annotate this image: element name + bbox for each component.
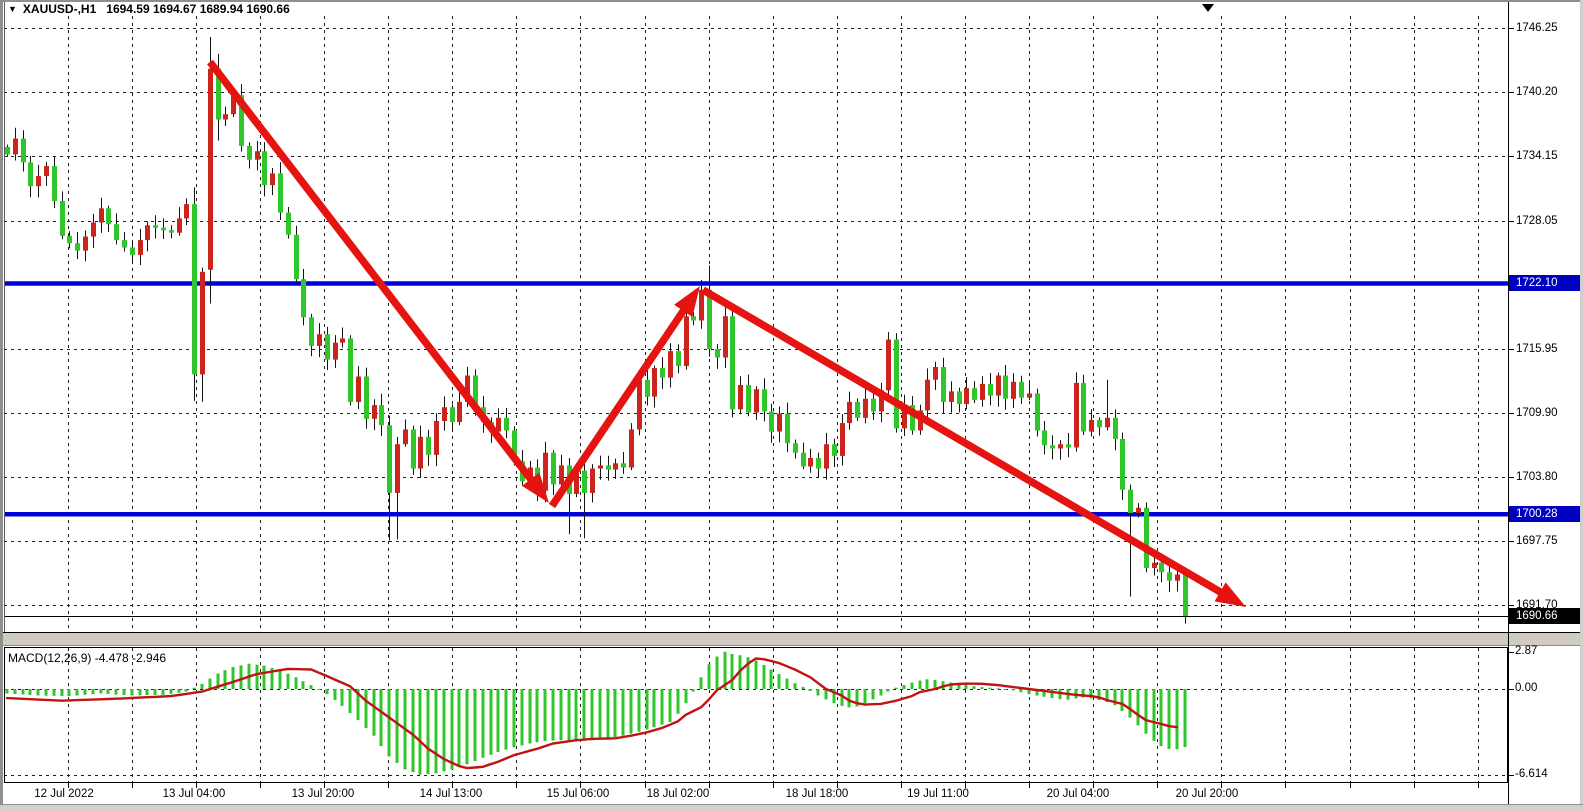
macd-histogram: [5, 651, 1187, 775]
price-axis-label: 1740.20: [1516, 85, 1558, 98]
level-price-tag: 1722.10: [1509, 275, 1580, 292]
chart-shift-marker-icon[interactable]: [1202, 4, 1214, 12]
time-axis-label: 20 Jul 04:00: [1046, 788, 1110, 800]
price-axis-label: 1728.05: [1516, 214, 1558, 227]
price-axis-label: 1734.15: [1516, 149, 1558, 162]
trend-arrow-line[interactable]: [548, 303, 690, 509]
level-price-tag: 1700.28: [1509, 506, 1580, 523]
price-axis-label: 1709.90: [1516, 406, 1558, 419]
symbol-dropdown-icon[interactable]: ▼: [8, 4, 17, 14]
time-axis-label: 18 Jul 18:00: [785, 788, 849, 800]
pane-splitter[interactable]: [0, 633, 1583, 646]
trend-arrow-line[interactable]: [207, 59, 538, 487]
macd-indicator-label: MACD(12,26,9) -4.478 -2.946: [8, 651, 167, 665]
price-axis-label: 1697.75: [1516, 535, 1558, 548]
price-axis-label: 1703.80: [1516, 471, 1558, 484]
trend-arrow-head[interactable]: [674, 286, 700, 318]
trend-arrow-head[interactable]: [521, 472, 549, 503]
macd-axis-label: -6.614: [1515, 767, 1548, 780]
support-resistance-lines[interactable]: [4, 281, 1508, 517]
current-price-tag: 1690.66: [1509, 608, 1580, 625]
time-axis-label: 14 Jul 13:00: [419, 788, 483, 800]
trend-arrow-line[interactable]: [701, 286, 1228, 599]
price-axis-label: 1715.95: [1516, 342, 1558, 355]
time-axis-label: 12 Jul 2022: [34, 788, 94, 800]
price-axis-label: 1746.25: [1516, 22, 1558, 34]
axis-ticks: [68, 28, 1514, 788]
macd-axis-label: 0.00: [1515, 682, 1538, 694]
time-axis-label: 20 Jul 20:00: [1175, 788, 1239, 800]
macd-axis-label: 2.87: [1515, 644, 1538, 657]
candlestick-series[interactable]: [5, 36, 1188, 624]
time-axis-label: 15 Jul 06:00: [546, 788, 610, 800]
time-axis-label: 13 Jul 04:00: [162, 788, 226, 800]
macd-signal-line: [5, 657, 1179, 770]
time-axis-label: 19 Jul 11:00: [907, 788, 969, 800]
symbol-timeframe-label: XAUUSD-,H1: [22, 2, 97, 16]
trend-arrow-head[interactable]: [1214, 582, 1246, 607]
chart-header: ▼ XAUUSD-,H1 1694.59 1694.67 1689.94 1690.…: [8, 2, 290, 17]
time-axis-label: 13 Jul 20:00: [291, 788, 355, 800]
ohlc-readout: 1694.59 1694.67 1689.94 1690.66: [106, 2, 290, 16]
trend-arrows[interactable]: [207, 59, 1246, 607]
grid-lines: [4, 16, 1508, 782]
time-axis-label: 18 Jul 02:00: [646, 788, 710, 800]
